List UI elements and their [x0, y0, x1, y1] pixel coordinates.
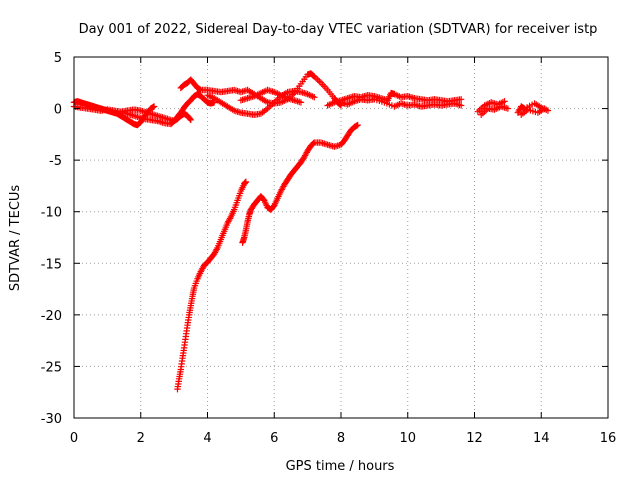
y-tick-label: -20: [41, 309, 62, 324]
x-tick-label: 10: [399, 431, 416, 446]
data-point: [457, 96, 465, 103]
y-tick-label: -5: [49, 154, 62, 169]
y-tick-label: 0: [54, 103, 62, 118]
y-tick-label: -30: [41, 412, 62, 427]
data-point: [501, 98, 508, 105]
data-series-group: [174, 178, 250, 393]
x-tick-label: 2: [137, 431, 145, 446]
data-series-group: [177, 70, 345, 109]
data-series-group: [237, 86, 305, 106]
data-series-group: [204, 87, 318, 118]
data-point: [242, 178, 250, 186]
data-point: [541, 105, 548, 112]
data-series-group: [70, 103, 195, 125]
x-tick-label: 0: [70, 431, 78, 446]
data-point: [457, 102, 465, 109]
x-tick-label: 12: [466, 431, 483, 446]
data-point: [544, 107, 552, 114]
y-tick-label: -15: [41, 257, 62, 272]
data-point: [187, 116, 195, 124]
data-point: [297, 99, 305, 106]
x-axis-label: GPS time / hours: [286, 459, 395, 474]
x-tick-label: 4: [203, 431, 211, 446]
data-series-group: [337, 96, 548, 118]
x-tick-label: 6: [270, 431, 278, 446]
y-tick-label: -25: [41, 360, 62, 375]
x-tick-label: 8: [337, 431, 345, 446]
x-tick-label: 14: [533, 431, 550, 446]
grid-lines: [74, 57, 608, 418]
data-point: [504, 105, 512, 112]
y-axis-label: SDTVAR / TECUs: [8, 185, 23, 292]
chart-title: Day 001 of 2022, Sidereal Day-to-day VTE…: [79, 22, 598, 37]
data-point: [186, 115, 194, 123]
y-tick-label: -10: [41, 206, 62, 221]
data-point: [311, 94, 318, 101]
y-tick-label: 5: [54, 51, 62, 66]
data-point: [354, 121, 361, 129]
data-series-group: [120, 90, 218, 128]
x-tick-label: 16: [600, 431, 617, 446]
data-series: [70, 70, 552, 393]
data-point: [150, 103, 158, 110]
axis-ticks: 0 2 4 6 8 10 12 14 16 -30 -25 -20 -15 -10 -5 0 5: [41, 51, 617, 446]
data-series-group: [239, 121, 361, 246]
